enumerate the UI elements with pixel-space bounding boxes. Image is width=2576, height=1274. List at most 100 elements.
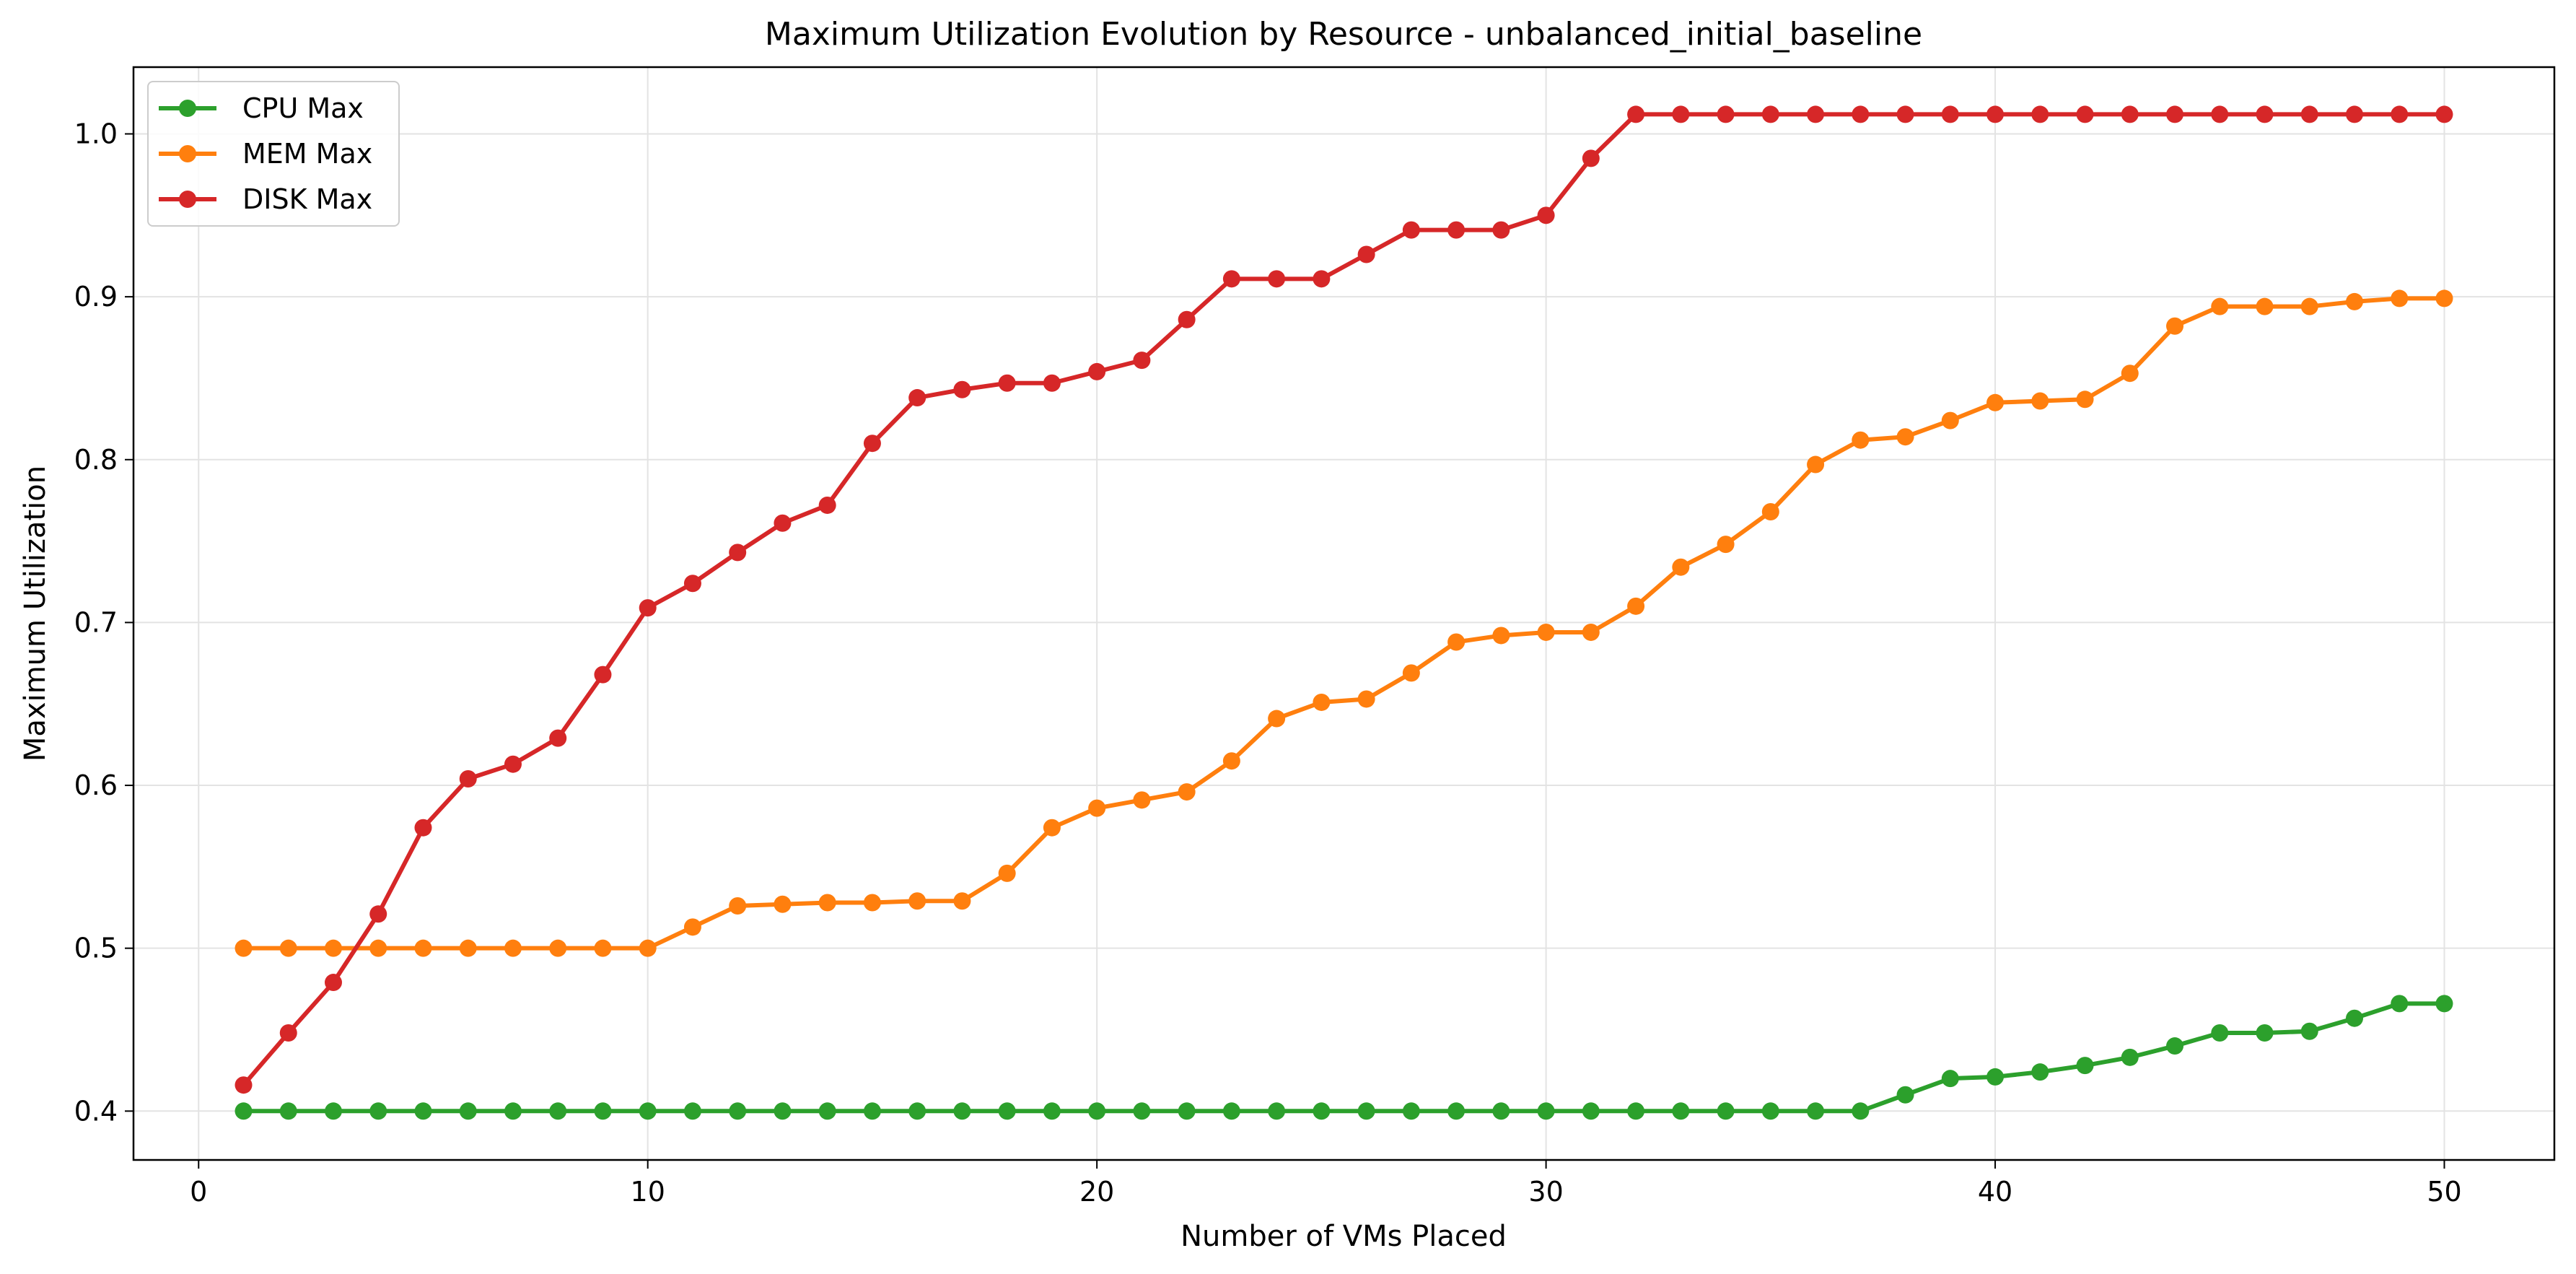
data-point: [2300, 1022, 2318, 1040]
data-point: [1807, 105, 1825, 123]
data-point: [1986, 105, 2005, 123]
data-point: [2166, 105, 2184, 123]
data-point: [279, 939, 297, 957]
data-point: [1896, 428, 1914, 446]
data-point: [1133, 352, 1151, 370]
data-point: [235, 939, 253, 957]
data-point: [369, 939, 387, 957]
data-point: [1402, 664, 1420, 682]
legend-label: DISK Max: [242, 183, 372, 215]
data-point: [2211, 105, 2229, 123]
data-point: [1582, 623, 1600, 641]
y-tick-label: 0.7: [74, 606, 118, 638]
data-point: [2031, 1063, 2049, 1081]
data-point: [953, 1102, 971, 1120]
data-point: [1807, 455, 1825, 474]
data-point: [594, 939, 612, 957]
data-point: [1537, 206, 1555, 224]
data-point: [1627, 1102, 1645, 1120]
data-point: [818, 496, 836, 514]
y-tick-label: 0.5: [74, 933, 118, 964]
data-point: [683, 1102, 701, 1120]
axes: 0 10 20 30 40 50 0.4 0.5 0.6 0.7 0.8 0.9 1.0: [74, 118, 2462, 1208]
data-point: [1313, 1102, 1331, 1120]
y-axis-label: Maximum Utilization: [19, 466, 52, 762]
data-point: [1222, 1102, 1240, 1120]
data-point: [1178, 1102, 1196, 1120]
data-point: [369, 905, 387, 923]
legend: CPU Max MEM Max DISK Max: [147, 81, 400, 227]
data-point: [818, 1102, 836, 1120]
data-point: [1088, 799, 1106, 817]
data-point: [639, 1102, 657, 1120]
data-point: [1357, 245, 1375, 263]
data-point: [324, 974, 342, 992]
data-point: [414, 1102, 432, 1120]
data-point: [1357, 690, 1375, 708]
data-point: [1492, 627, 1510, 645]
data-point: [2256, 105, 2274, 123]
data-point: [2256, 297, 2274, 315]
legend-item: MEM Max: [159, 138, 372, 170]
data-point: [1627, 597, 1645, 615]
data-point: [729, 897, 747, 915]
x-tick-label: 10: [631, 1176, 665, 1208]
data-point: [1986, 393, 2005, 411]
data-point: [1941, 1070, 1959, 1088]
data-point: [1492, 221, 1510, 239]
legend-item: CPU Max: [159, 92, 364, 124]
data-point: [818, 894, 836, 912]
data-point: [1313, 693, 1331, 711]
data-point: [639, 599, 657, 617]
y-tick-label: 1.0: [74, 118, 118, 150]
data-point: [2166, 1037, 2184, 1055]
data-point: [1268, 270, 1286, 288]
data-point: [998, 864, 1016, 882]
data-point: [504, 1102, 522, 1120]
data-point: [774, 514, 792, 532]
data-point: [1761, 502, 1779, 520]
data-point: [908, 892, 926, 910]
data-point: [1088, 1102, 1106, 1120]
data-point: [324, 939, 342, 957]
data-point: [1672, 1102, 1690, 1120]
legend-label: MEM Max: [242, 138, 372, 170]
y-tick-label: 0.8: [74, 444, 118, 476]
data-point: [414, 939, 432, 957]
data-point: [908, 389, 926, 407]
data-point: [1896, 105, 1914, 123]
series-0: [235, 995, 2453, 1120]
data-point: [1402, 221, 1420, 239]
legend-box: [147, 81, 400, 227]
data-point: [1088, 362, 1106, 380]
data-point: [774, 1102, 792, 1120]
data-point: [1761, 105, 1779, 123]
data-point: [729, 544, 747, 562]
data-point: [1896, 1086, 1914, 1104]
data-point: [1672, 558, 1690, 576]
chart-title: Maximum Utilization Evolution by Resourc…: [765, 16, 1922, 53]
data-point: [2166, 317, 2184, 335]
legend-swatch-marker: [179, 145, 196, 162]
data-point: [1761, 1102, 1779, 1120]
data-point: [1717, 536, 1735, 554]
data-point: [2121, 365, 2139, 383]
series-2: [235, 105, 2453, 1094]
data-point: [2076, 391, 2094, 409]
data-point: [1852, 105, 1870, 123]
data-point: [2121, 105, 2139, 123]
data-point: [1178, 783, 1196, 801]
x-tick-label: 40: [1978, 1176, 2012, 1208]
data-point: [594, 1102, 612, 1120]
data-point: [1852, 431, 1870, 449]
data-point: [2435, 995, 2453, 1013]
data-point: [1941, 411, 1959, 429]
data-point: [863, 894, 881, 912]
x-axis-label: Number of VMs Placed: [1180, 1220, 1507, 1253]
data-point: [683, 918, 701, 936]
data-point: [1447, 221, 1466, 239]
data-point: [2076, 105, 2094, 123]
data-point: [953, 892, 971, 910]
data-point: [549, 1102, 567, 1120]
data-point: [459, 939, 477, 957]
